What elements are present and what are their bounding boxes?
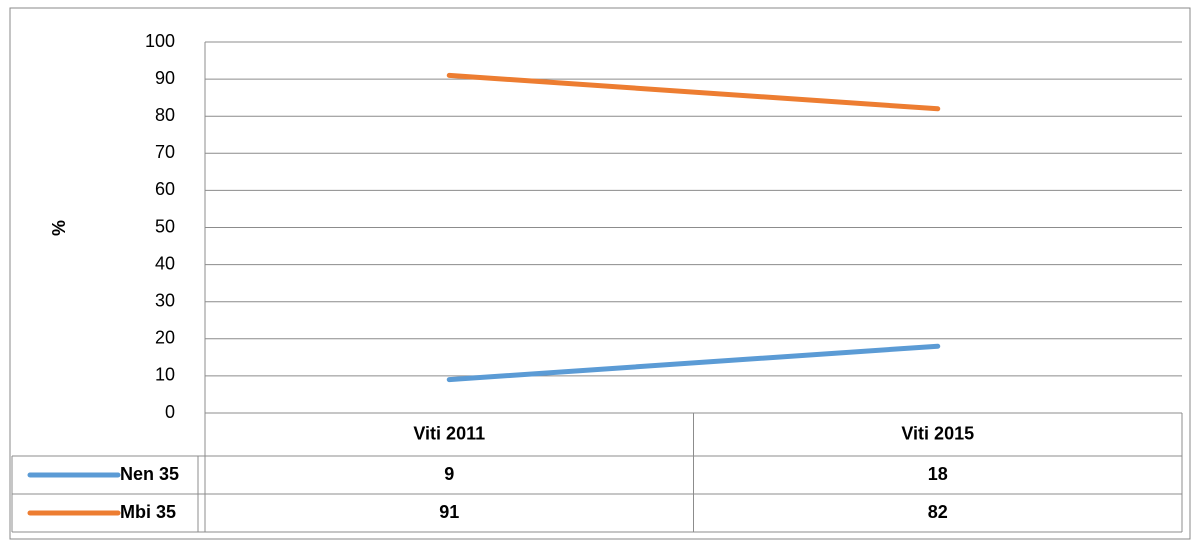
y-tick-label: 70 [155,142,175,162]
y-tick-label: 40 [155,253,175,273]
legend-label: Nen 35 [120,464,179,484]
table-value: 18 [928,464,948,484]
x-tick-label: Viti 2011 [413,423,485,443]
line-series [446,72,941,112]
y-tick-label: 20 [155,328,175,348]
legend-label: Mbi 35 [120,502,176,522]
table-value: 9 [444,464,454,484]
y-tick-label: 90 [155,68,175,88]
table-value: 91 [439,502,459,522]
y-tick-label: 80 [155,105,175,125]
y-tick-label: 50 [155,216,175,236]
x-tick-label: Viti 2015 [901,423,974,443]
y-axis-label: % [49,220,69,236]
y-tick-label: 10 [155,365,175,385]
chart-border [9,7,1191,540]
y-tick-label: 60 [155,179,175,199]
y-tick-label: 30 [155,290,175,310]
y-tick-label: 0 [165,402,175,422]
table-value: 82 [928,502,948,522]
y-tick-label: 100 [145,31,175,51]
line-series [446,343,941,383]
